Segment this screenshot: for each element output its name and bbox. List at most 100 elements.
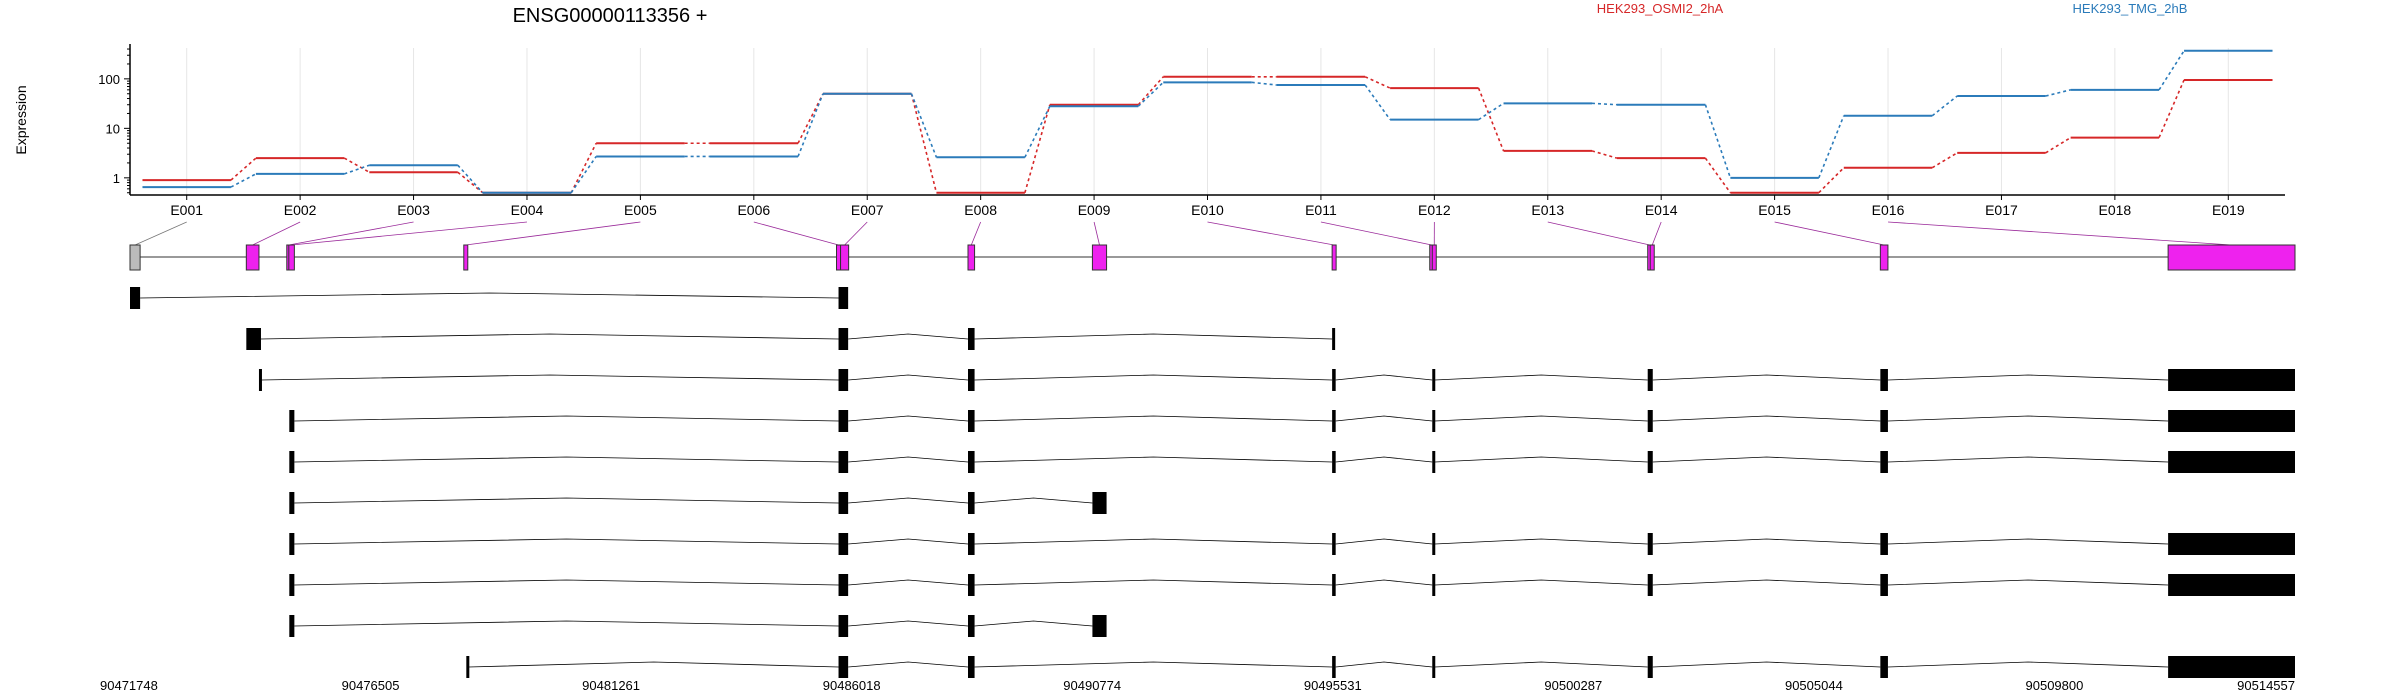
- series-tmg: [142, 49, 2273, 194]
- transcript-exon: [838, 287, 849, 309]
- exon-label-E001: E001: [170, 202, 203, 218]
- coordinate-label: 90481261: [582, 678, 640, 693]
- transcript-intron: [848, 333, 969, 340]
- series-connector: [344, 164, 370, 175]
- transcript-exon: [1880, 533, 1888, 555]
- transcript-exon: [838, 451, 849, 473]
- transcript-exon: [1092, 615, 1107, 637]
- transcript-intron: [974, 456, 1333, 463]
- transcript-exon: [968, 410, 975, 432]
- transcript-exon: [1647, 410, 1653, 432]
- transcript-intron: [974, 538, 1333, 545]
- transcript-exon: [1092, 492, 1107, 514]
- transcript-exon: [466, 656, 470, 678]
- gene-exon-E010: [1331, 244, 1337, 271]
- transcript-row: [246, 328, 1336, 350]
- exon-label-E005: E005: [624, 202, 657, 218]
- exon-label-E004: E004: [511, 202, 544, 218]
- series-connector: [1364, 84, 1391, 121]
- series-connector: [2045, 136, 2072, 154]
- transcript-intron: [974, 374, 1333, 381]
- transcript-intron: [974, 497, 1093, 504]
- transcript-exon: [838, 574, 849, 596]
- series-connector: [1931, 152, 1958, 169]
- series-connector: [1704, 157, 1732, 194]
- transcript-intron: [294, 538, 839, 545]
- transcript-exon: [968, 492, 975, 514]
- exon-connector: [134, 221, 187, 246]
- transcript-intron: [848, 415, 969, 422]
- coordinate-label: 90514557: [2237, 678, 2295, 693]
- transcript-intron: [1434, 374, 1648, 381]
- transcript-exon: [838, 410, 849, 432]
- transcript-intron: [294, 415, 839, 422]
- series-connector: [1591, 102, 1617, 106]
- transcript-exon: [1432, 533, 1436, 555]
- transcript-exon: [1880, 574, 1888, 596]
- transcript-tracks: [130, 287, 2295, 678]
- transcript-intron: [974, 415, 1333, 422]
- transcript-row: [289, 574, 2295, 596]
- coordinate-label: 90500287: [1544, 678, 1602, 693]
- transcript-intron: [1434, 538, 1648, 545]
- transcript-exon: [2168, 656, 2295, 678]
- transcript-intron: [1652, 538, 1881, 545]
- transcript-intron: [1652, 456, 1881, 463]
- series-connector: [2158, 79, 2185, 138]
- transcript-exon: [258, 369, 262, 391]
- transcript-exon: [2168, 451, 2295, 473]
- transcript-exon: [838, 615, 849, 637]
- transcript-exon: [130, 287, 141, 309]
- exon-connector: [970, 221, 982, 246]
- transcript-intron: [1434, 456, 1648, 463]
- series-connector: [1478, 102, 1504, 121]
- exon-connector: [252, 221, 301, 246]
- exon-label-E014: E014: [1645, 202, 1678, 218]
- exon-connector: [291, 221, 528, 246]
- exon-connector: [1774, 221, 1885, 246]
- transcript-intron: [294, 620, 839, 627]
- gene-exon-E009: [1091, 244, 1108, 271]
- transcript-exon: [838, 328, 849, 350]
- series-connector: [1818, 167, 1845, 194]
- series-connector: [797, 93, 824, 144]
- series-connector: [570, 142, 597, 194]
- transcript-intron: [848, 579, 969, 586]
- transcript-exon: [2168, 410, 2295, 432]
- transcript-intron: [260, 333, 839, 340]
- gene-exon-E016: [2167, 244, 2296, 271]
- exon-label-E019: E019: [2212, 202, 2245, 218]
- transcript-exon: [2168, 533, 2295, 555]
- series-connector: [343, 157, 370, 173]
- gene-exon-E005: [463, 244, 469, 271]
- transcript-exon: [1332, 410, 1336, 432]
- transcript-row: [289, 451, 2295, 473]
- transcript-exon: [1880, 369, 1888, 391]
- transcript-intron: [1434, 661, 1648, 668]
- exon-connector: [1320, 221, 1432, 246]
- exon-connector: [1547, 221, 1650, 246]
- transcript-exon: [289, 492, 295, 514]
- transcript-exon: [968, 574, 975, 596]
- transcript-exon: [289, 533, 295, 555]
- transcript-row: [289, 410, 2295, 432]
- transcript-intron: [1652, 579, 1881, 586]
- exon-label-E007: E007: [851, 202, 884, 218]
- transcript-exon: [968, 533, 975, 555]
- series-connector: [1137, 76, 1164, 106]
- exon-label-E017: E017: [1985, 202, 2018, 218]
- gene-exon-E006: [836, 244, 842, 271]
- series-connector: [1137, 81, 1164, 107]
- gene-exon-E015: [1879, 244, 1889, 271]
- transcript-exon: [968, 656, 975, 678]
- series-connector: [1477, 87, 1505, 152]
- transcript-intron: [468, 661, 839, 668]
- y-tick-label: 1: [113, 171, 120, 186]
- transcript-intron: [848, 661, 969, 668]
- transcript-exon: [1647, 533, 1653, 555]
- transcript-row: [289, 492, 1107, 514]
- genomic-coordinate-labels: 90471748 90476505 90481261 90486018 90490774…: [100, 678, 2295, 693]
- transcript-exon: [968, 615, 975, 637]
- transcript-intron: [1335, 374, 1433, 381]
- transcript-exon: [1880, 451, 1888, 473]
